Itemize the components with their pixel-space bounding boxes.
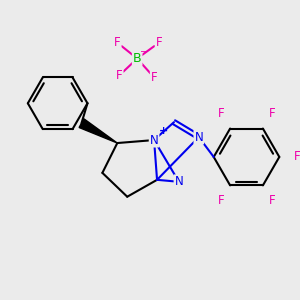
- Text: F: F: [151, 71, 158, 84]
- Text: F: F: [268, 194, 275, 207]
- Text: +: +: [158, 126, 168, 136]
- Text: F: F: [156, 36, 162, 49]
- Text: N: N: [175, 175, 183, 188]
- Text: F: F: [218, 106, 224, 120]
- Text: F: F: [268, 106, 275, 120]
- Text: F: F: [114, 36, 121, 49]
- Text: N: N: [150, 134, 158, 147]
- Text: N: N: [194, 130, 203, 144]
- Text: F: F: [218, 194, 224, 207]
- Text: B: B: [133, 52, 142, 65]
- Text: F: F: [116, 69, 123, 82]
- Text: F: F: [294, 151, 300, 164]
- Text: −: −: [140, 46, 148, 57]
- Polygon shape: [79, 119, 117, 143]
